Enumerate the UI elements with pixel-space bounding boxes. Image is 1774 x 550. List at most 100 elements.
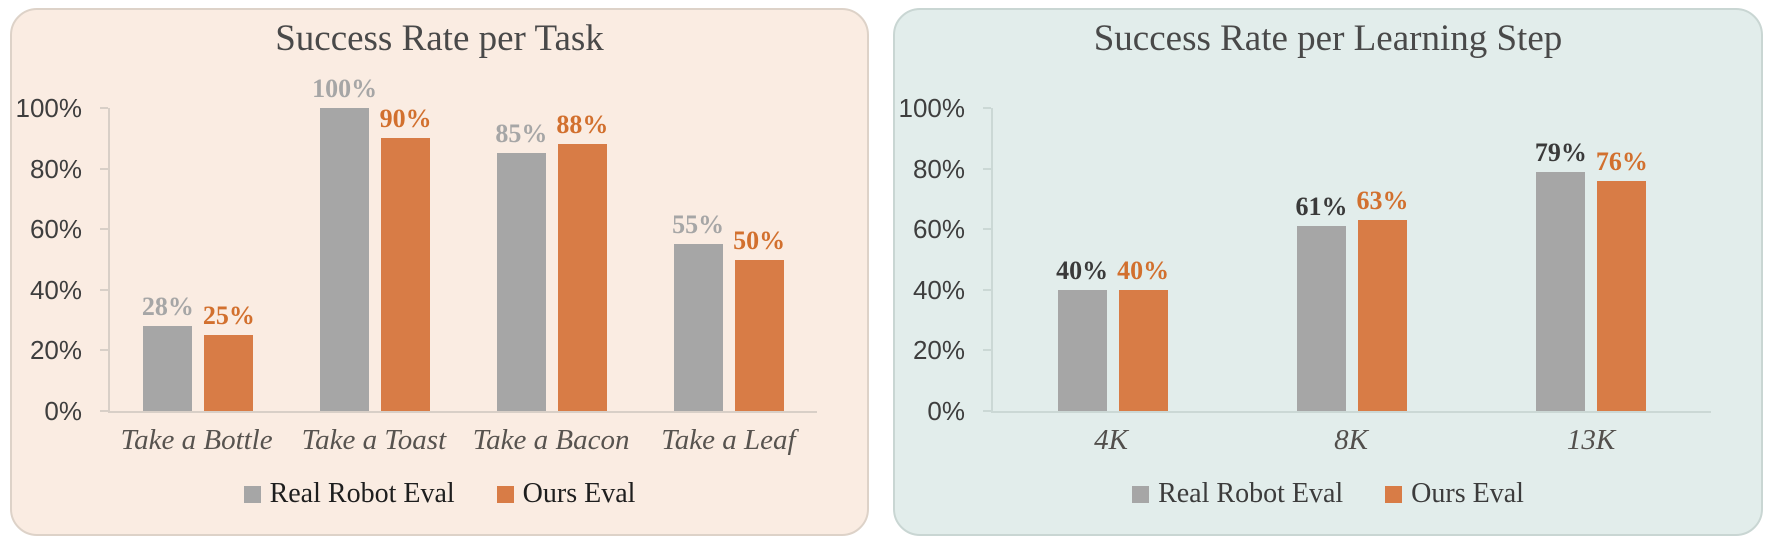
bar-value-label: 76% [1595, 146, 1648, 176]
bar-value-label: 88% [556, 110, 609, 140]
x-axis-labels: 4K 8K 13K [991, 424, 1711, 457]
bar-groups: 40% 40% 61% 63% 79% 76% [993, 108, 1711, 411]
y-axis-tick-mark [983, 349, 991, 352]
plot-area: 28% 25% 100% 90% 85% 88% 55% 50% [100, 76, 817, 413]
bar-group: 100% 90% [312, 76, 432, 411]
bar-value-label: 63% [1356, 186, 1409, 216]
bar [496, 153, 546, 411]
plot-area: 40% 40% 61% 63% 79% 76% [983, 107, 1711, 413]
bar-value-label: 40% [1117, 255, 1170, 285]
legend-swatch [1132, 485, 1150, 503]
bar-column: 79% [1534, 108, 1587, 411]
bar [381, 138, 431, 411]
bar-value-label: 55% [672, 210, 725, 240]
legend-swatch [496, 485, 514, 503]
y-axis-labels: 0% 20% 40% 60% 80% 100% [895, 95, 977, 424]
bar-value-label: 50% [733, 225, 786, 255]
y-axis-tick-mark [983, 167, 991, 170]
bar [1057, 289, 1107, 411]
y-axis-tick-label: 80% [912, 153, 965, 184]
legend-label: Real Robot Eval [1158, 478, 1344, 509]
y-axis-labels: 0% 20% 40% 60% 80% 100% [12, 95, 94, 424]
y-axis-tick-label: 20% [912, 335, 965, 366]
bar-group: 40% 40% [1056, 108, 1170, 411]
bar-groups: 28% 25% 100% 90% 85% 88% 55% 50% [110, 76, 817, 411]
bar-value-label: 28% [141, 292, 194, 322]
x-category-label: 4K [1094, 424, 1128, 456]
bar-group: 28% 25% [141, 108, 255, 411]
bar-group: 61% 63% [1295, 108, 1409, 411]
chart-panel-success-rate-per-learning-step: Success Rate per Learning Step 0% 20% 40% 6… [893, 8, 1763, 536]
bar-column: 50% [733, 108, 786, 411]
y-axis-tick-mark [983, 228, 991, 231]
legend-item: Ours Eval [496, 478, 636, 509]
x-category-label: Take a Bacon [472, 424, 630, 456]
chart-title: Success Rate per Task [275, 18, 604, 59]
y-axis-tick-label: 0% [927, 396, 965, 426]
bar-column: 55% [672, 108, 725, 411]
bar [1357, 220, 1407, 411]
x-category-label: Take a Toast [301, 424, 447, 456]
bar-column: 63% [1356, 108, 1409, 411]
bar-group: 55% 50% [672, 108, 786, 411]
chart-panel-success-rate-per-task: Success Rate per Task 0% 20% 40% 60% 80% 100%… [10, 8, 869, 536]
bar [1296, 226, 1346, 411]
y-axis-tick-mark [100, 349, 108, 352]
y-axis-tick-mark [100, 228, 108, 231]
y-axis-tick-mark [100, 167, 108, 170]
legend-swatch [1385, 485, 1403, 503]
legend-label: Ours Eval [1411, 478, 1524, 509]
x-axis-labels: Take a Bottle Take a Toast Take a Bacon Tak… [108, 424, 817, 457]
y-axis-tick-label: 100% [15, 93, 83, 123]
x-category-label: Take a Bottle [120, 424, 273, 456]
bar [143, 326, 193, 411]
bar-value-label: 25% [202, 301, 255, 331]
legend: Real Robot Eval Ours Eval [895, 480, 1761, 508]
bar-column: 88% [556, 108, 609, 411]
y-axis-tick-label: 20% [29, 335, 82, 366]
y-axis-tick-mark [983, 107, 991, 109]
y-axis-tick-mark [983, 410, 991, 412]
y-axis-tick-label: 80% [29, 153, 82, 184]
bar-column: 61% [1295, 108, 1348, 411]
y-axis-tick-mark [983, 288, 991, 291]
bar [1118, 289, 1168, 411]
bar-value-label: 61% [1295, 192, 1348, 222]
bar-value-label: 90% [379, 104, 432, 134]
legend-swatch [243, 485, 261, 503]
bar [673, 244, 723, 411]
legend: Real Robot Eval Ours Eval [12, 480, 867, 508]
legend-label: Real Robot Eval [269, 478, 455, 509]
bar-column: 90% [379, 104, 432, 411]
bar-value-label: 85% [495, 119, 548, 149]
x-category-label: 8K [1334, 424, 1368, 456]
x-category-label: 13K [1566, 424, 1616, 456]
bar-column: 40% [1056, 108, 1109, 411]
bar-value-label: 100% [312, 74, 378, 103]
bar-column: 25% [202, 108, 255, 411]
bar [1536, 171, 1586, 411]
bar [204, 335, 254, 411]
y-axis-tick-label: 0% [44, 396, 82, 426]
legend-item: Real Robot Eval [1132, 480, 1343, 508]
bar-value-label: 79% [1534, 137, 1587, 167]
bar-column: 76% [1595, 108, 1648, 411]
legend-label: Ours Eval [522, 478, 636, 509]
bar-column: 40% [1117, 108, 1170, 411]
y-axis-tick-label: 60% [912, 214, 965, 245]
x-category-label: Take a Leaf [661, 424, 796, 456]
bar-column: 28% [141, 108, 194, 411]
legend-item: Real Robot Eval [243, 478, 455, 509]
bar [1597, 180, 1647, 411]
bar [734, 259, 784, 411]
chart-title: Success Rate per Learning Step [1093, 18, 1563, 59]
y-axis-tick-label: 40% [912, 274, 965, 305]
y-axis-tick-label: 100% [898, 93, 966, 123]
y-axis-tick-mark [100, 107, 108, 109]
bar-column: 85% [495, 108, 548, 411]
bar [557, 144, 607, 411]
y-axis-tick-mark [100, 410, 108, 412]
bar-group: 85% 88% [495, 108, 609, 411]
bar-value-label: 40% [1056, 255, 1109, 285]
